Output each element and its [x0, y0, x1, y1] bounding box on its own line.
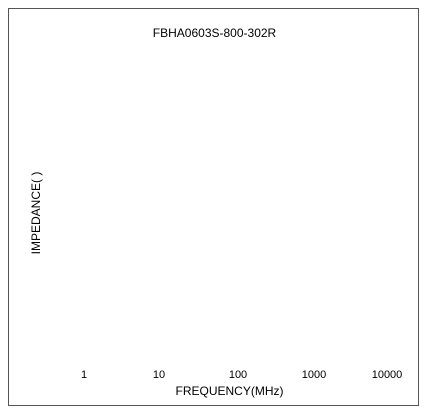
- x-tick-label: 100: [228, 369, 248, 381]
- chart-title: FBHA0603S-800-302R: [152, 26, 277, 40]
- x-tick-label: 1: [80, 369, 88, 381]
- y-axis-label: IMPEDANCE( ): [29, 171, 43, 255]
- chart-frame: [8, 8, 419, 406]
- x-tick-label: 10000: [371, 369, 403, 381]
- x-axis-label: FREQUENCY(MHz): [175, 384, 284, 398]
- x-tick-label: 10: [152, 369, 166, 381]
- x-tick-label: 1000: [301, 369, 327, 381]
